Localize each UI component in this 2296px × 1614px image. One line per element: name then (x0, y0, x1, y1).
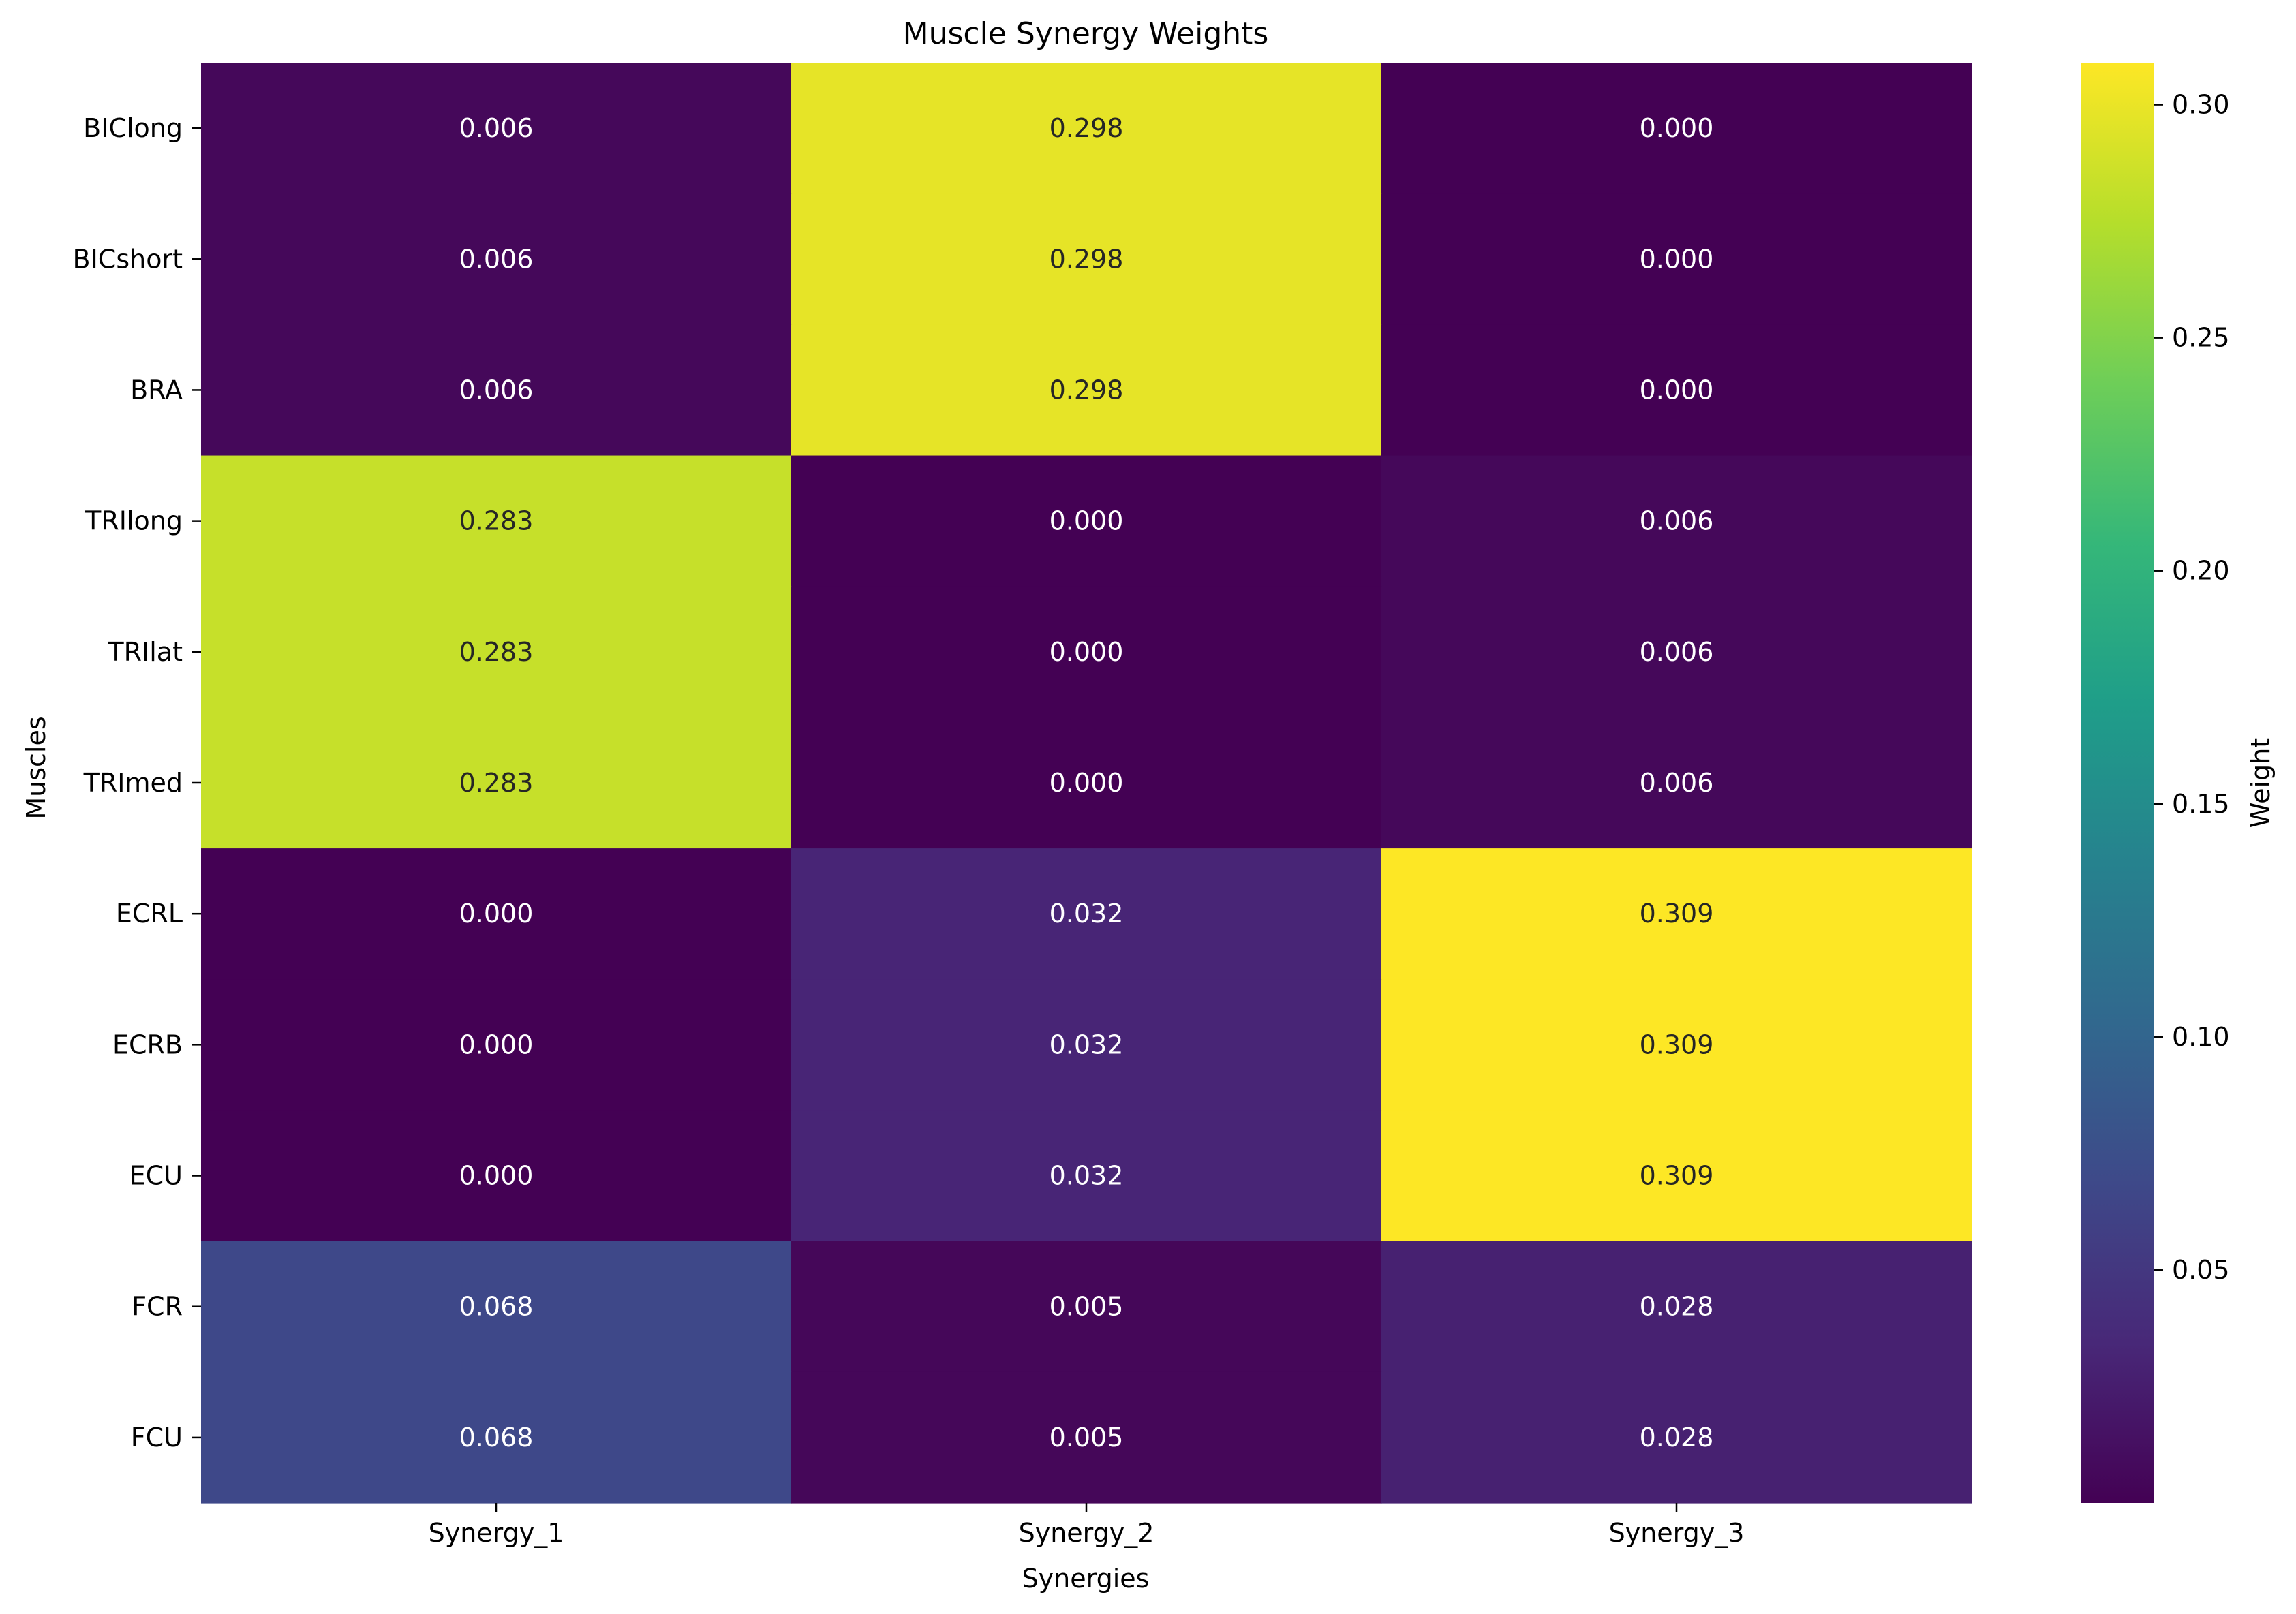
cell-value-label: 0.005 (1050, 1423, 1124, 1453)
cell-value-label: 0.006 (459, 244, 534, 274)
heatmap-cell (1381, 586, 1972, 718)
heatmap-cell (201, 979, 792, 1111)
cell-value-label: 0.283 (459, 506, 534, 536)
cell-value-label: 0.298 (1050, 113, 1124, 143)
colorbar-tick-label: 0.20 (2172, 556, 2230, 586)
heatmap-cell (201, 1110, 792, 1242)
heatmap-cell (201, 324, 792, 456)
cell-value-label: 0.309 (1640, 1029, 1714, 1059)
x-axis: Synergy_1 Synergy_2 Synergy_3 (429, 1503, 1745, 1548)
heatmap-cell (1381, 848, 1972, 980)
y-axis: BIClong BICshort BRA TRIlong TRIlat TRImed ECR… (73, 113, 201, 1453)
y-tick-label: ECU (129, 1161, 183, 1191)
heatmap-cell (791, 979, 1382, 1111)
heatmap-cell (791, 63, 1382, 194)
colorbar-tick-label: 0.05 (2172, 1255, 2230, 1285)
heatmap-cell (201, 717, 792, 849)
cell-value-label: 0.032 (1050, 1161, 1124, 1191)
cell-value-label: 0.006 (1640, 637, 1714, 667)
cell-value-label: 0.000 (1050, 768, 1124, 798)
cell-value-label: 0.000 (1640, 244, 1714, 274)
heatmap-cell (1381, 455, 1972, 587)
cell-value-label: 0.283 (459, 637, 534, 667)
y-tick-label: FCU (131, 1423, 183, 1453)
x-axis-label: Synergies (1022, 1564, 1150, 1594)
heatmap-cell (1381, 324, 1972, 456)
heatmap-cell (791, 1371, 1382, 1504)
cell-value-label: 0.006 (459, 113, 534, 143)
y-tick-label: BRA (130, 375, 183, 405)
heatmap-cell (201, 848, 792, 980)
y-tick-label: TRIlat (107, 637, 183, 667)
cell-value-label: 0.298 (1050, 375, 1124, 405)
heatmap-cell (1381, 1371, 1972, 1504)
heatmap-cell (791, 193, 1382, 325)
cell-value-label: 0.000 (1640, 375, 1714, 405)
colorbar-label: Weight (2246, 738, 2276, 828)
y-tick-label: TRIlong (85, 506, 183, 536)
cell-value-label: 0.283 (459, 768, 534, 798)
x-tick-label: Synergy_2 (1019, 1518, 1154, 1548)
heatmap-cell (201, 63, 792, 194)
heatmap-cell (201, 586, 792, 718)
cell-value-label: 0.000 (1640, 113, 1714, 143)
cell-value-label: 0.005 (1050, 1292, 1124, 1322)
x-tick-label: Synergy_1 (429, 1518, 564, 1548)
y-tick-label: BICshort (73, 244, 183, 274)
heatmap-cell (1381, 63, 1972, 194)
cell-value-label: 0.028 (1640, 1423, 1714, 1453)
cell-value-label: 0.028 (1640, 1292, 1714, 1322)
heatmap-cell (791, 1110, 1382, 1242)
y-tick-label: FCR (132, 1292, 183, 1322)
y-tick-label: ECRL (116, 899, 183, 929)
colorbar-tick-label: 0.10 (2172, 1022, 2230, 1052)
heatmap-cell (791, 324, 1382, 456)
heatmap-cell (791, 1241, 1382, 1373)
heatmap-cell (1381, 1241, 1972, 1373)
cell-value-label: 0.068 (459, 1292, 534, 1322)
colorbar: 0.05 0.10 0.15 0.20 0.25 0.30 Weight (2081, 63, 2276, 1503)
colorbar-ticks: 0.05 0.10 0.15 0.20 0.25 0.30 (2154, 90, 2230, 1285)
heatmap-cell (1381, 1110, 1972, 1242)
cell-value-label: 0.006 (1640, 768, 1714, 798)
x-tick-label: Synergy_3 (1609, 1518, 1745, 1548)
heatmap-cell (791, 848, 1382, 980)
heatmap-cell (791, 455, 1382, 587)
y-tick-label: TRImed (83, 768, 183, 798)
cell-value-label: 0.006 (1640, 506, 1714, 536)
y-axis-label: Muscles (21, 716, 51, 819)
heatmap-cell (201, 193, 792, 325)
heatmap-cell (791, 717, 1382, 849)
chart-title: Muscle Synergy Weights (903, 16, 1269, 51)
heatmap-cell (1381, 193, 1972, 325)
cell-value-label: 0.068 (459, 1423, 534, 1453)
cell-value-label: 0.000 (459, 1029, 534, 1059)
colorbar-tick-label: 0.30 (2172, 90, 2230, 120)
cell-value-label: 0.006 (459, 375, 534, 405)
colorbar-tick-label: 0.15 (2172, 789, 2230, 819)
cell-value-label: 0.000 (1050, 506, 1124, 536)
colorbar-gradient (2081, 63, 2154, 1503)
heatmap-cell (1381, 979, 1972, 1111)
y-tick-label: BIClong (83, 113, 183, 143)
heatmap-cell (1381, 717, 1972, 849)
cell-value-label: 0.298 (1050, 244, 1124, 274)
heatmap-cell (201, 455, 792, 587)
cell-value-label: 0.000 (459, 899, 534, 929)
cell-value-label: 0.032 (1050, 1029, 1124, 1059)
y-tick-label: ECRB (112, 1029, 183, 1059)
cell-value-label: 0.309 (1640, 1161, 1714, 1191)
colorbar-tick-label: 0.25 (2172, 323, 2230, 353)
heatmap-cell (791, 586, 1382, 718)
cell-value-label: 0.000 (459, 1161, 534, 1191)
heatmap-cell (201, 1371, 792, 1504)
heatmap-cell (201, 1241, 792, 1373)
cell-value-label: 0.032 (1050, 899, 1124, 929)
cell-value-label: 0.309 (1640, 899, 1714, 929)
cell-value-label: 0.000 (1050, 637, 1124, 667)
heatmap-cells: 0.006 0.298 0.000 0.006 0.298 0.000 0.006 0.298… (201, 63, 1972, 1504)
